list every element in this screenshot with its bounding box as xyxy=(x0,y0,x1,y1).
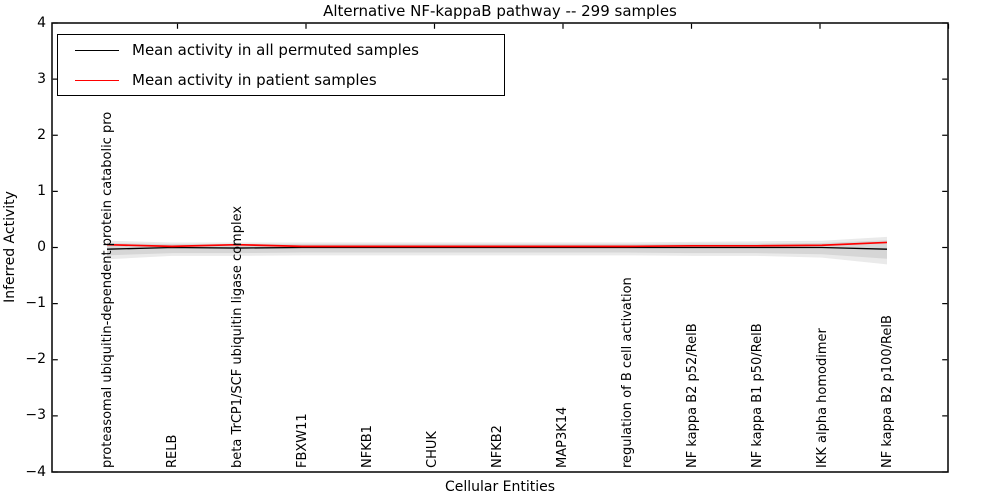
x-tick-label: NF kappa B2 p100/RelB xyxy=(880,315,895,468)
y-tick-label: 2 xyxy=(37,126,46,143)
legend-label-permuted: Mean activity in all permuted samples xyxy=(132,41,419,59)
y-tick-label: 4 xyxy=(37,14,46,31)
legend-line-sample-permuted xyxy=(75,49,119,51)
x-tick-label: NF kappa B1 p50/RelB xyxy=(750,323,765,468)
axes-frame xyxy=(51,22,949,473)
x-tick-label: MAP3K14 xyxy=(555,406,570,468)
spread-band-inner xyxy=(107,240,887,259)
y-tick-label: −3 xyxy=(25,407,46,424)
legend: Mean activity in all permuted samples Me… xyxy=(57,34,505,96)
x-tick-label: NFKB2 xyxy=(490,425,505,468)
y-tick-label: 3 xyxy=(37,70,46,87)
legend-line-sample-patient xyxy=(75,79,119,81)
x-tick-label: regulation of B cell activation xyxy=(620,277,635,468)
series-line-1 xyxy=(106,241,888,248)
y-tick-label: −4 xyxy=(25,463,46,480)
x-tick-label: IKK alpha homodimer xyxy=(815,328,830,468)
x-axis-label: Cellular Entities xyxy=(444,479,556,495)
x-tick-label: CHUK xyxy=(425,431,440,468)
legend-item-permuted: Mean activity in all permuted samples xyxy=(58,36,504,64)
y-tick-label: 0 xyxy=(37,239,46,255)
x-tick-label: FBXW11 xyxy=(295,413,310,468)
y-tick-label: 1 xyxy=(37,182,46,199)
legend-label-patient: Mean activity in patient samples xyxy=(132,71,377,89)
legend-item-patient: Mean activity in patient samples xyxy=(58,66,504,94)
x-tick-label: proteasomal ubiquitin-dependent protein … xyxy=(100,111,115,468)
x-tick-label: NF kappa B2 p52/RelB xyxy=(685,323,700,468)
y-axis-label: Inferred Activity xyxy=(2,191,18,303)
series-line-0 xyxy=(106,246,888,250)
y-tick-label: −2 xyxy=(25,351,46,368)
chart-title: Alternative NF-kappaB pathway -- 299 sam… xyxy=(323,2,677,20)
y-tick-label: −1 xyxy=(25,295,46,312)
x-tick-label: beta TrCP1/SCF ubiquitin ligase complex xyxy=(230,205,245,468)
x-tick-label: RELB xyxy=(165,434,180,468)
x-tick-label: NFKB1 xyxy=(360,425,375,468)
